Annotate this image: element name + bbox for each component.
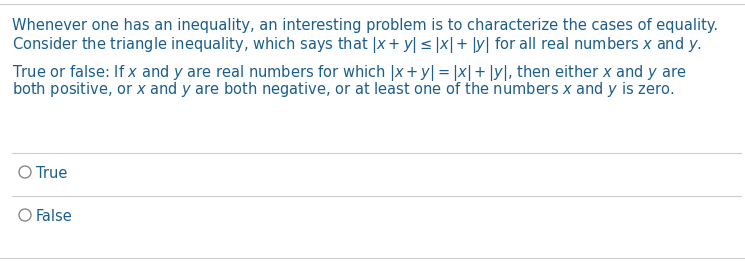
Text: Consider the triangle inequality, which says that $|x+y| \leq |x|+|y|$ for all r: Consider the triangle inequality, which … — [12, 35, 702, 55]
Text: False: False — [36, 209, 73, 224]
Text: Whenever one has an inequality, an interesting problem is to characterize the ca: Whenever one has an inequality, an inter… — [12, 18, 718, 33]
Text: both positive, or $x$ and $y$ are both negative, or at least one of the numbers : both positive, or $x$ and $y$ are both n… — [12, 80, 674, 99]
Text: True: True — [36, 166, 67, 181]
Text: True or false: If $x$ and $y$ are real numbers for which $|x+y| = |x|+|y|$, then: True or false: If $x$ and $y$ are real n… — [12, 63, 686, 83]
